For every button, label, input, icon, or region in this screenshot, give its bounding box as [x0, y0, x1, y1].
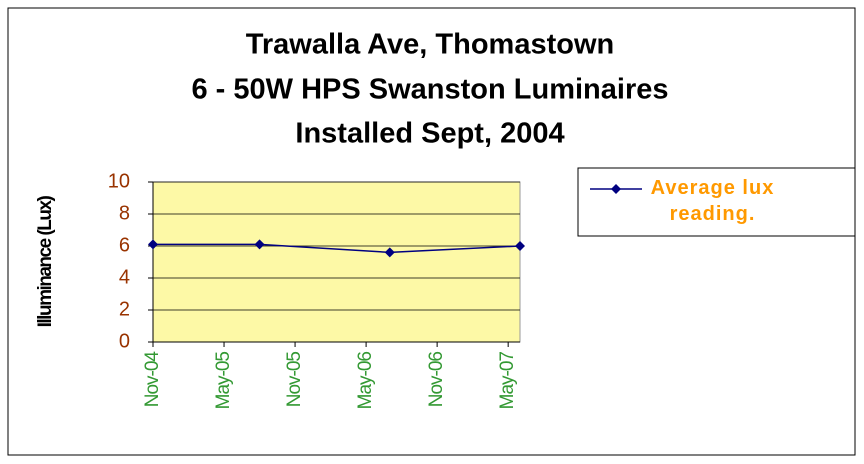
y-axis-label: Illuminance (Lux): [35, 195, 56, 327]
chart-title: Trawalla Ave, Thomastown: [246, 29, 615, 61]
chart-title: 6 - 50W HPS Swanston Luminaires: [192, 74, 669, 106]
data-point: [148, 239, 158, 250]
y-tick-label: 4: [119, 266, 130, 288]
data-point: [384, 247, 395, 258]
x-tick-label: Nov-05: [284, 352, 305, 408]
legend-marker: [611, 184, 621, 194]
y-tick-label: 8: [119, 202, 130, 224]
x-tick-label: Nov-06: [426, 352, 447, 408]
legend-label: Average lux reading.: [650, 177, 775, 225]
legend-label-box: Average lux reading.: [650, 177, 775, 225]
data-point: [515, 241, 525, 251]
data-line: [153, 243, 521, 254]
data-point: [254, 239, 265, 250]
x-tick-label: May-07: [497, 352, 518, 410]
x-tick-label: May-05: [213, 352, 234, 410]
y-tick-label: 0: [119, 330, 130, 352]
plot-area: [152, 181, 521, 343]
y-tick-label: 2: [119, 298, 130, 320]
legend-box: [577, 167, 856, 237]
y-tick-label: 10: [108, 170, 130, 192]
y-tick-label: 6: [119, 234, 130, 256]
chart-title: Installed Sept, 2004: [295, 118, 564, 150]
x-tick-label: Nov-04: [142, 351, 163, 408]
x-tick-label: May-06: [355, 352, 376, 410]
